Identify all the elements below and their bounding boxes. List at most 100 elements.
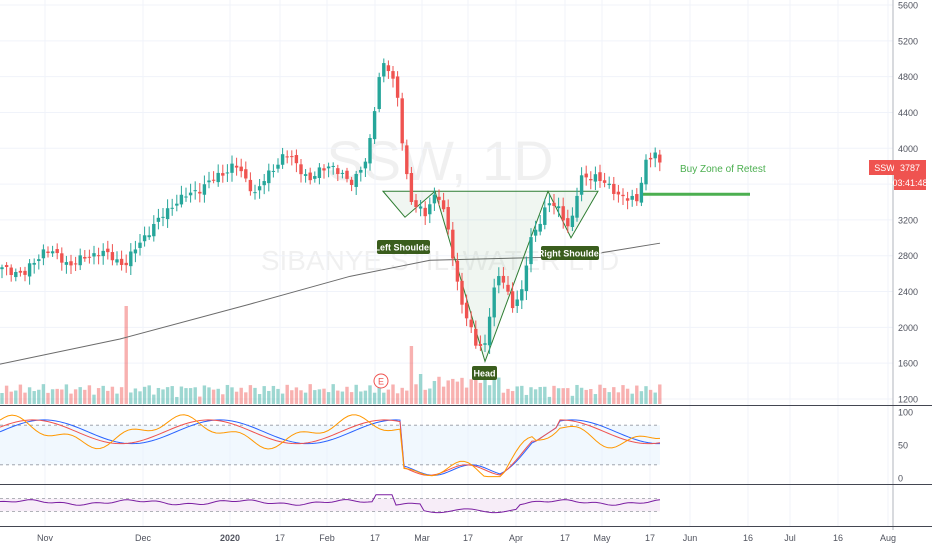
candle-body [621, 194, 625, 197]
volume-bar [188, 388, 193, 404]
candle-body [382, 63, 386, 77]
candle-body [510, 291, 515, 309]
volume-bar [18, 384, 23, 404]
candle-body [589, 179, 593, 181]
price-axis-label: 4000 [898, 144, 918, 154]
countdown-text: 03:41:48 [892, 178, 927, 188]
candle-body [441, 200, 446, 210]
volume-bar [570, 395, 575, 404]
volume-bar [78, 387, 82, 404]
head-label[interactable]: Head [472, 366, 497, 380]
volume-bar [225, 384, 230, 404]
time-axis-label: Apr [509, 533, 523, 543]
right-shoulder-triangle [547, 190, 599, 239]
volume-bar [331, 384, 335, 404]
candle-body [552, 202, 556, 206]
price-axis-label: 2800 [898, 251, 918, 261]
candle-body [14, 271, 18, 278]
earnings-marker[interactable]: E [373, 373, 389, 389]
candle-body [239, 166, 243, 172]
volume-bar [239, 387, 243, 404]
candle-body [119, 258, 124, 265]
price-axis-label: 1200 [898, 395, 918, 405]
volume-bar [193, 387, 197, 404]
candle-body [216, 172, 220, 183]
volume-bar [432, 380, 437, 404]
volume-bar [184, 388, 188, 404]
candle-body [170, 207, 174, 209]
candle-body [533, 229, 538, 236]
volume-bar [336, 390, 340, 404]
volume-bar [395, 393, 400, 404]
volume-bar [326, 392, 331, 404]
volume-bar [41, 384, 46, 404]
volume-bar [566, 388, 570, 404]
candle-body [497, 276, 501, 286]
candle-body [308, 172, 312, 181]
volume-bar [441, 386, 446, 404]
volume-bar [363, 390, 368, 404]
candle-body [400, 98, 404, 144]
candle-body [133, 249, 138, 254]
candle-body [409, 172, 414, 202]
stoch-line [0, 414, 661, 478]
volume-bar [464, 387, 469, 404]
candle-body [556, 206, 561, 209]
candle-body [317, 167, 322, 179]
candle-body [313, 176, 317, 179]
candle-body [593, 174, 598, 182]
time-axis-label: 16 [743, 533, 753, 543]
volume-bar [644, 386, 648, 404]
volume-bar [547, 396, 552, 404]
candle-body [152, 223, 156, 237]
volume-bar [46, 392, 50, 404]
candle-body [644, 159, 648, 185]
candle-body [359, 169, 363, 173]
candle-body [299, 164, 303, 175]
time-axis-label: 17 [645, 533, 655, 543]
volume-bar [630, 393, 634, 404]
volume-bar [520, 385, 524, 404]
candle-body [175, 203, 179, 206]
candle-body [55, 249, 59, 254]
volume-bar [409, 346, 414, 404]
candle-body [492, 287, 496, 318]
candle-body [115, 259, 119, 263]
volume-bar [230, 387, 234, 404]
candle-body [83, 256, 87, 259]
volume-bar [506, 388, 510, 404]
price-axis-label: 4400 [898, 108, 918, 118]
volume-bar [354, 384, 358, 404]
buy-zone-label[interactable]: Buy Zone of Retest [680, 164, 766, 175]
volume-bar [510, 391, 515, 404]
volume-bar [584, 389, 588, 404]
stoch-axis-label: 50 [898, 441, 908, 451]
stoch-axis-label: 100 [898, 408, 913, 418]
volume-bar [69, 393, 73, 404]
candle-body [138, 242, 142, 248]
left-shoulder-label[interactable]: Left Shoulder [375, 240, 433, 254]
candle-body [391, 71, 395, 79]
price-axis-label: 3200 [898, 215, 918, 225]
candle-body [616, 191, 621, 195]
time-axis-label: 17 [463, 533, 473, 543]
candle-body [653, 152, 657, 159]
candle-body [349, 179, 354, 186]
candle-body [156, 217, 161, 222]
volume-bar [9, 391, 13, 404]
candle-body [64, 262, 69, 265]
candle-body [474, 328, 478, 346]
head-triangle [434, 190, 549, 363]
candle-body [464, 302, 469, 319]
right-shoulder-label[interactable]: Right Shoulder [538, 246, 603, 260]
volume-bar [4, 385, 9, 404]
volume-bar [92, 394, 96, 404]
candle-body [294, 155, 299, 164]
volume-bar [179, 386, 184, 404]
volume-bar [267, 390, 271, 404]
candle-body [253, 192, 257, 194]
volume-bar [211, 389, 216, 404]
time-axis-label: Aug [880, 533, 896, 543]
candle-body [234, 165, 239, 168]
